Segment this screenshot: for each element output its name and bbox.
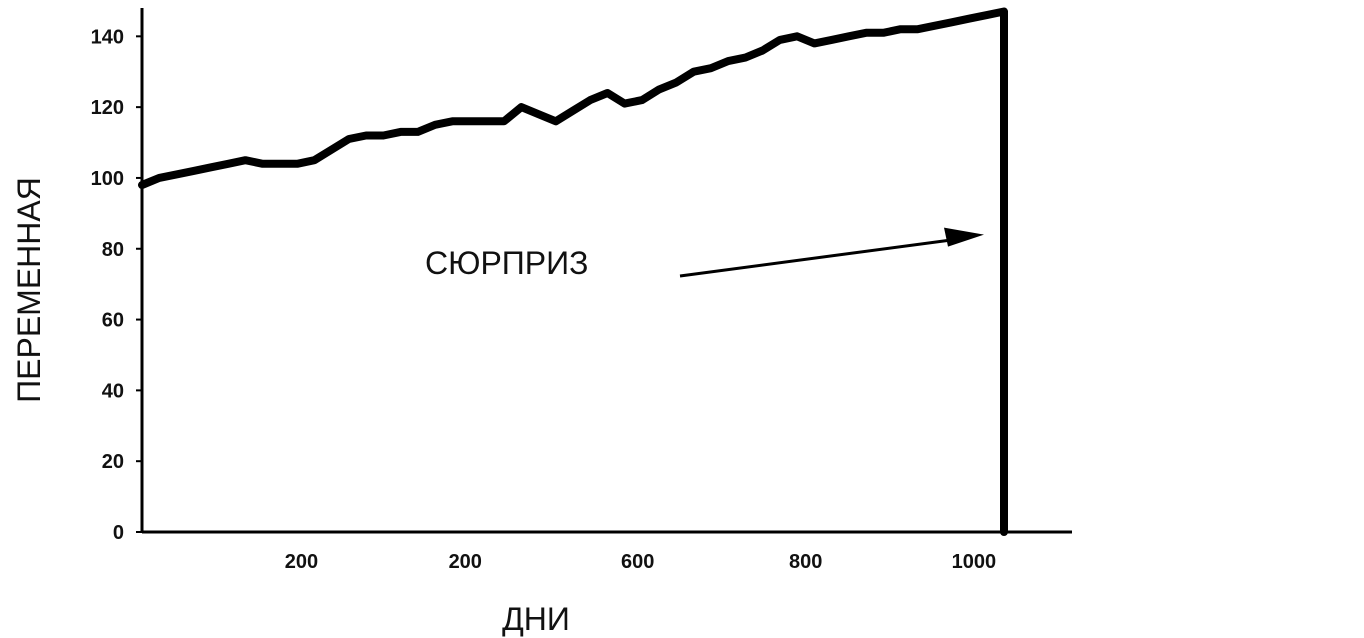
y-axis-title: ПЕРЕМЕННАЯ	[11, 177, 47, 403]
data-point	[657, 87, 661, 91]
data-point	[1002, 530, 1006, 534]
x-tick-label: 800	[789, 551, 822, 573]
data-point	[795, 34, 799, 38]
data-point	[381, 133, 385, 137]
data-point	[312, 158, 316, 162]
data-point	[261, 162, 265, 166]
data-point	[192, 169, 196, 173]
data-point	[726, 59, 730, 63]
data-point	[450, 119, 454, 123]
series-line	[138, 7, 1008, 536]
data-point	[674, 80, 678, 84]
data-point	[278, 162, 282, 166]
y-tick-label: 40	[102, 380, 124, 402]
x-tick-labels: 200 200 600 800 1000	[285, 551, 996, 573]
y-tick-label: 60	[102, 310, 124, 332]
data-point	[468, 119, 472, 123]
data-point	[295, 162, 299, 166]
data-point	[864, 31, 868, 35]
data-point	[571, 109, 575, 113]
data-point	[847, 34, 851, 38]
data-point	[605, 91, 609, 95]
data-point	[985, 13, 989, 17]
data-point	[485, 119, 489, 123]
data-point	[950, 20, 954, 24]
axes	[140, 8, 1072, 534]
x-tick-label: 200	[285, 551, 318, 573]
data-point	[174, 172, 178, 176]
y-tick-label: 100	[91, 168, 124, 190]
data-point	[433, 123, 437, 127]
data-point	[364, 133, 368, 137]
y-tick-label: 120	[91, 97, 124, 119]
data-point	[830, 38, 834, 42]
data-point	[226, 162, 230, 166]
data-point	[933, 24, 937, 28]
x-axis-title: ДНИ	[502, 601, 570, 637]
data-point	[209, 165, 213, 169]
data-point	[399, 130, 403, 134]
data-point	[881, 31, 885, 35]
data-points	[140, 10, 1006, 534]
y-tick-label: 140	[91, 26, 124, 48]
y-tick-label: 20	[102, 451, 124, 473]
data-point	[778, 38, 782, 42]
y-tick-labels: 0 20 40 60 80 100 120 140	[91, 26, 142, 544]
data-point	[416, 130, 420, 134]
x-tick-label: 1000	[952, 551, 997, 573]
data-point	[243, 158, 247, 162]
data-point	[330, 148, 334, 152]
data-point	[968, 17, 972, 21]
data-point	[623, 102, 627, 106]
annotation-arrow	[679, 238, 955, 278]
data-point	[709, 66, 713, 70]
data-point	[640, 98, 644, 102]
data-point	[347, 137, 351, 141]
data-point	[1002, 10, 1006, 14]
data-point	[743, 56, 747, 60]
annotation-label: СЮРПРИЗ	[425, 245, 588, 281]
data-point	[692, 70, 696, 74]
annotation-arrowhead	[944, 227, 984, 247]
y-tick-label: 80	[102, 239, 124, 261]
data-point	[140, 183, 144, 187]
data-point	[761, 48, 765, 52]
data-point	[899, 27, 903, 31]
data-point	[588, 98, 592, 102]
x-tick-label: 200	[449, 551, 482, 573]
data-point	[812, 41, 816, 45]
data-point	[502, 119, 506, 123]
y-tick-label: 0	[113, 522, 124, 544]
data-point	[916, 27, 920, 31]
data-point	[554, 119, 558, 123]
data-point	[537, 112, 541, 116]
data-point	[519, 105, 523, 109]
data-point	[157, 176, 161, 180]
x-tick-label: 600	[621, 551, 654, 573]
